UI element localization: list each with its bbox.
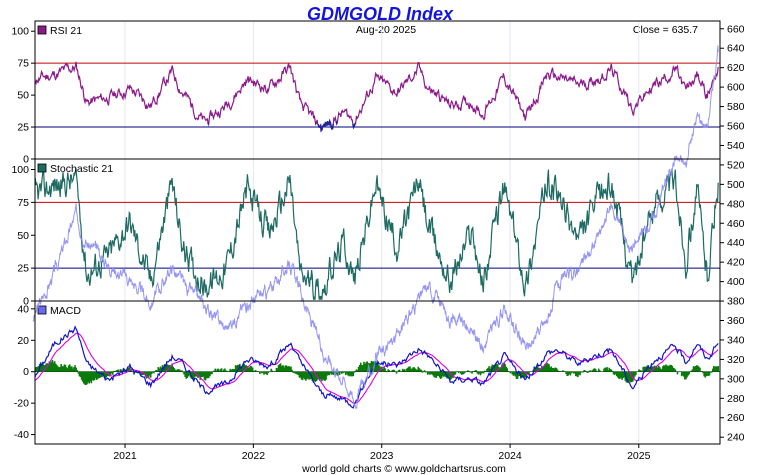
right-tick-label-480: 480 bbox=[727, 198, 745, 210]
x-axis: 2021 2022 2023 2024 2025 bbox=[113, 444, 651, 462]
rsi-low-segment-0 bbox=[207, 122, 210, 125]
rsi-low-segment-1 bbox=[314, 122, 318, 125]
y-tick-label-0-100: 100 bbox=[11, 26, 29, 38]
indicator-panels: 0 25 50 75 100 RSI 21 0 25 50 75 100 Stochastic 21 -… bbox=[11, 25, 720, 441]
vertical-gridlines bbox=[124, 21, 640, 444]
right-price-axis: 240 260 280 300 320 340 360 380 400 420 440 460 480 5… bbox=[720, 23, 745, 444]
panel-plot-2 bbox=[35, 325, 720, 409]
rsi-low-segment-2 bbox=[317, 118, 334, 133]
right-tick-label-540: 540 bbox=[727, 140, 745, 152]
y-tick-label-2-20: 20 bbox=[17, 335, 29, 347]
right-tick-label-460: 460 bbox=[727, 218, 745, 230]
right-tick-label-320: 320 bbox=[727, 354, 745, 366]
right-tick-label-620: 620 bbox=[727, 62, 745, 74]
y-tick-label-2-0: 0 bbox=[23, 366, 29, 378]
x-tick-label-2021: 2021 bbox=[113, 450, 137, 462]
right-tick-label-260: 260 bbox=[727, 412, 745, 424]
right-tick-label-420: 420 bbox=[727, 257, 745, 269]
rsi-line bbox=[35, 61, 719, 133]
right-tick-label-240: 240 bbox=[727, 432, 745, 444]
x-tick-label-2023: 2023 bbox=[370, 450, 394, 462]
legend-swatch-2 bbox=[37, 305, 47, 315]
rsi-low-segment-4 bbox=[352, 122, 357, 130]
panel-1: 0 25 50 75 100 Stochastic 21 bbox=[11, 163, 720, 308]
right-tick-label-400: 400 bbox=[727, 276, 745, 288]
y-tick-label-0-75: 75 bbox=[17, 58, 29, 70]
y-tick-label-0-0: 0 bbox=[23, 154, 29, 166]
right-tick-label-300: 300 bbox=[727, 373, 745, 385]
right-tick-label-340: 340 bbox=[727, 334, 745, 346]
right-tick-label-660: 660 bbox=[727, 23, 745, 35]
right-tick-label-380: 380 bbox=[727, 296, 745, 308]
chart-title: GDMGOLD Index bbox=[307, 4, 454, 24]
y-tick-label-1-100: 100 bbox=[11, 164, 29, 176]
macd-line bbox=[35, 325, 719, 409]
right-tick-label-280: 280 bbox=[727, 393, 745, 405]
macd-signal-line bbox=[35, 332, 719, 404]
x-tick-label-2024: 2024 bbox=[498, 450, 522, 462]
right-tick-label-560: 560 bbox=[727, 121, 745, 133]
stochastic-line bbox=[35, 167, 719, 300]
right-tick-label-360: 360 bbox=[727, 315, 745, 327]
y-tick-label-1-50: 50 bbox=[17, 230, 29, 242]
right-tick-label-520: 520 bbox=[727, 159, 745, 171]
x-tick-label-2025: 2025 bbox=[627, 450, 651, 462]
y-tick-label-1-75: 75 bbox=[17, 197, 29, 209]
right-tick-label-640: 640 bbox=[727, 43, 745, 55]
x-tick-label-2022: 2022 bbox=[242, 450, 266, 462]
y-tick-label-2-40: 40 bbox=[17, 303, 29, 315]
panel-2: -40 -20 0 20 40 MACD bbox=[14, 303, 720, 441]
outer-frame bbox=[34, 20, 721, 445]
panel-plot-0 bbox=[35, 61, 720, 133]
panel-0: 0 25 50 75 100 RSI 21 bbox=[11, 25, 720, 166]
legend-label-2: MACD bbox=[50, 305, 81, 317]
right-tick-label-600: 600 bbox=[727, 82, 745, 94]
y-tick-label-0-50: 50 bbox=[17, 90, 29, 102]
legend-label-1: Stochastic 21 bbox=[50, 163, 113, 175]
right-tick-label-440: 440 bbox=[727, 237, 745, 249]
legend-swatch-1 bbox=[37, 163, 47, 173]
close-label: Close = 635.7 bbox=[633, 24, 698, 36]
right-tick-label-580: 580 bbox=[727, 101, 745, 113]
legend-swatch-0 bbox=[37, 25, 47, 35]
y-tick-label-1-25: 25 bbox=[17, 263, 29, 275]
panel-plot-1 bbox=[35, 167, 720, 300]
date-label: Aug-20 2025 bbox=[356, 24, 416, 36]
y-tick-label-2--20: -20 bbox=[14, 398, 29, 410]
rsi-low-segment-3 bbox=[335, 120, 339, 126]
y-tick-label-1-0: 0 bbox=[23, 296, 29, 308]
right-tick-label-500: 500 bbox=[727, 179, 745, 191]
chart-credit: world gold charts © www.goldchartsrus.co… bbox=[301, 463, 506, 475]
panel-frames bbox=[34, 20, 721, 445]
y-tick-label-2--40: -40 bbox=[14, 429, 29, 441]
y-tick-label-0-25: 25 bbox=[17, 122, 29, 134]
legend-label-0: RSI 21 bbox=[50, 25, 82, 37]
